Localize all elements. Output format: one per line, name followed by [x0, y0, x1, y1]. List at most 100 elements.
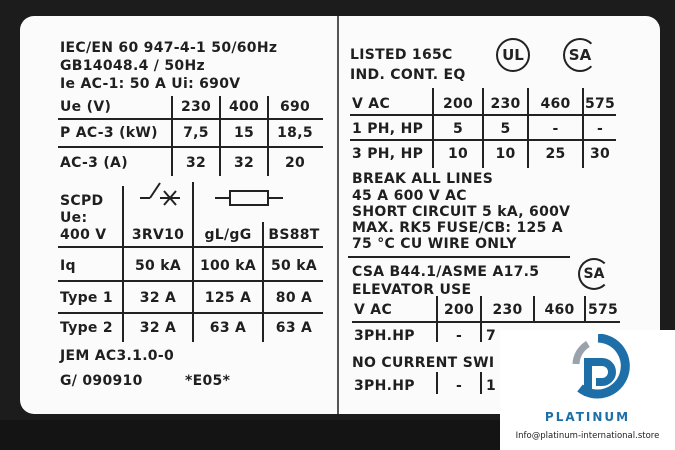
cell: 32: [233, 155, 255, 171]
no-current-text: NO CURRENT SWI: [352, 355, 495, 371]
header-cell: 460: [540, 96, 571, 112]
divider: [480, 372, 482, 394]
divider: [58, 246, 323, 248]
cell: 32: [185, 155, 207, 171]
circuit-breaker-icon: [140, 182, 180, 206]
brand-name: PLATINUM: [544, 410, 631, 424]
cell: -: [455, 328, 463, 344]
cell: -: [455, 378, 463, 394]
cell: 7,5: [183, 125, 209, 141]
cell: -: [552, 121, 559, 137]
row-label: Type 2: [60, 320, 113, 336]
note-line: SHORT CIRCUIT 5 kA, 600V: [352, 204, 571, 220]
ul-mark-icon: UL: [496, 38, 530, 72]
header-cell: 575: [587, 302, 619, 318]
voltage-label: 400 V: [60, 227, 107, 243]
row-label: P AC-3 (kW): [60, 125, 158, 141]
divider: [352, 321, 620, 323]
row-label: 1 PH, HP: [352, 121, 424, 137]
platinum-logo-icon: [572, 334, 630, 399]
divider: [58, 312, 323, 314]
row-label: AC-3 (A): [60, 155, 128, 171]
divider: [527, 88, 529, 168]
csa-mark-icon: SA: [563, 38, 597, 72]
header-cell: gL/gG: [204, 227, 252, 243]
header-cell: V AC: [354, 302, 393, 318]
divider: [348, 256, 570, 258]
row-label: 3PH.HP: [354, 328, 415, 344]
cell: 125 A: [204, 290, 252, 306]
divider: [482, 88, 484, 168]
cell: 30: [589, 146, 611, 162]
divider: [122, 186, 124, 342]
row-label: Ue (V): [60, 99, 112, 115]
cell: 63 A: [275, 320, 313, 336]
csa-mark-icon: SA: [578, 258, 610, 290]
divider: [58, 280, 323, 282]
header-cell: 230: [490, 96, 521, 112]
cell: 230: [180, 99, 212, 115]
gb-standard-line: GB14048.4 / 50Hz: [60, 58, 205, 74]
listed-text: LISTED 165C: [350, 47, 453, 63]
row-label: 3PH.HP: [354, 378, 415, 394]
header-cell: V AC: [352, 96, 391, 112]
row-label: Iq: [60, 258, 76, 274]
column-divider: [337, 16, 339, 414]
cell: 50 kA: [270, 258, 317, 274]
row-label: 3 PH, HP: [352, 146, 424, 162]
note-line: BREAK ALL LINES: [352, 171, 494, 187]
contact-email: Info@platinum-international.store: [515, 431, 660, 441]
rating-line: Ie AC-1: 50 A Ui: 690V: [60, 76, 241, 92]
cell: 25: [545, 146, 566, 162]
header-cell: 3RV10: [131, 227, 185, 243]
edition-code: *E05*: [185, 373, 231, 389]
divider: [58, 118, 323, 120]
divider: [171, 96, 173, 176]
watermark: PLATINUM Info@platinum-international.sto…: [500, 330, 675, 450]
header-cell: 200: [442, 96, 474, 112]
header-cell: 575: [584, 96, 616, 112]
device-housing: [0, 420, 500, 450]
scpd-label: SCPD: [60, 193, 104, 209]
cell: 400: [228, 99, 260, 115]
cell: -: [596, 121, 604, 137]
cell: 100 kA: [199, 258, 257, 274]
date-code: G/ 090910: [60, 373, 143, 389]
cell: 80 A: [275, 290, 313, 306]
breaker-and-fuse-symbols: [140, 182, 283, 206]
ue-label: Ue:: [60, 210, 88, 226]
divider: [58, 146, 323, 148]
divider: [219, 96, 221, 176]
divider: [192, 182, 194, 342]
cell: 15: [233, 125, 255, 141]
header-cell: 200: [443, 302, 475, 318]
note-line: 45 A 600 V AC: [352, 188, 467, 204]
cell: 20: [284, 155, 306, 171]
cell: 32 A: [139, 290, 177, 306]
elevator-use: ELEVATOR USE: [352, 282, 472, 298]
divider: [582, 88, 584, 168]
header-cell: 230: [492, 302, 523, 318]
fuse-icon: [215, 190, 283, 206]
divider: [436, 296, 438, 342]
cell: 63 A: [209, 320, 247, 336]
cell: 50 kA: [134, 258, 181, 274]
cell: 18,5: [277, 125, 313, 141]
divider: [533, 296, 535, 322]
jem-code: JEM AC3.1.0-0: [60, 348, 174, 364]
cell: 10: [447, 146, 469, 162]
cell: 32 A: [139, 320, 177, 336]
cell: 690: [279, 99, 311, 115]
cell: 5: [452, 121, 464, 137]
header-cell: BS88T: [268, 227, 320, 243]
csa-standard: CSA B44.1/ASME A17.5: [352, 264, 540, 280]
divider: [432, 88, 434, 168]
divider: [262, 222, 264, 342]
cell: 1: [486, 378, 497, 394]
cell: 10: [495, 146, 516, 162]
divider: [436, 372, 438, 394]
divider: [267, 96, 269, 176]
cell: 7: [486, 328, 497, 344]
divider: [480, 296, 482, 342]
divider: [584, 296, 586, 322]
